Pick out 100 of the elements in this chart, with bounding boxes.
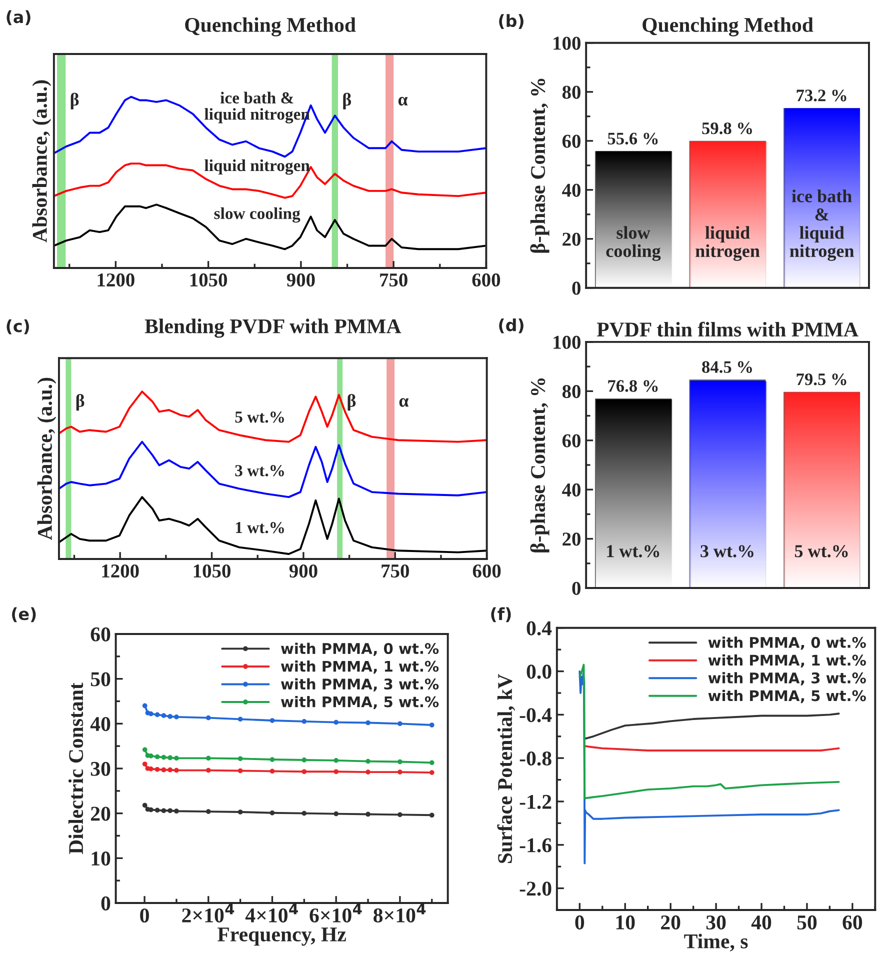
category-label: 1 wt.% xyxy=(607,545,660,558)
x-tick-label: 1050 xyxy=(194,564,230,578)
line-series xyxy=(584,712,840,740)
category-label: liquid nitrogen xyxy=(696,226,760,261)
point xyxy=(334,811,339,816)
point xyxy=(206,809,211,814)
y-tick-label: 0.0 xyxy=(526,664,552,679)
legend-label: with PMMA, 0 wt.% xyxy=(708,636,866,650)
x-tick-label: 50 xyxy=(797,915,817,930)
point xyxy=(429,760,434,766)
point xyxy=(206,715,211,720)
series-label: 1 wt.% xyxy=(236,522,284,534)
chart-title: PVDF thin films with PMMA xyxy=(596,322,858,337)
y-tick-label: 40 xyxy=(90,717,110,732)
text: (d) xyxy=(499,318,524,334)
text: (f) xyxy=(491,607,511,622)
data-label: 55.6 % xyxy=(608,132,658,145)
x-tick-label: 4×10$^{4}$ xyxy=(245,904,298,922)
point xyxy=(398,770,402,775)
y-tick-label: 50 xyxy=(90,672,110,686)
x-tick-label: 600 xyxy=(472,564,501,578)
point xyxy=(334,720,339,725)
point xyxy=(429,770,434,775)
x-tick-label: 900 xyxy=(289,564,318,578)
series-label: 5 wt.% xyxy=(235,411,284,423)
y-tick-label: -2.0 xyxy=(520,882,552,896)
text: (b) xyxy=(499,14,524,30)
band-label: β xyxy=(76,394,84,411)
point xyxy=(168,714,173,719)
x-tick-label: 0 xyxy=(140,908,149,923)
point xyxy=(142,747,148,752)
text: (c) xyxy=(6,319,29,334)
band-label: β xyxy=(70,92,79,110)
point xyxy=(161,808,166,814)
point xyxy=(366,770,370,775)
x-axis-title: Frequency, Hz xyxy=(218,928,346,946)
point xyxy=(238,768,243,774)
y-tick-label: 60 xyxy=(90,627,110,642)
point xyxy=(161,713,166,718)
point xyxy=(302,810,307,816)
x-axis-title: Time, s xyxy=(684,934,748,952)
x-tick-label: 60 xyxy=(842,915,862,930)
point xyxy=(206,756,211,761)
series-label: slow cooling xyxy=(214,207,300,223)
text: (e) xyxy=(12,607,36,622)
x-tick-label: 30 xyxy=(706,915,726,930)
x-tick-label: 750 xyxy=(380,273,408,287)
data-label: 76.8 % xyxy=(608,380,658,392)
point xyxy=(142,703,148,708)
point xyxy=(168,808,173,814)
y-tick-label: 80 xyxy=(562,384,580,398)
legend-label: with PMMA, 5 wt.% xyxy=(280,696,439,710)
x-tick-label: 750 xyxy=(382,564,409,578)
y-axis-title: Dielectric Constant xyxy=(68,682,84,854)
point xyxy=(206,768,211,773)
point xyxy=(154,754,160,760)
y-tick-label: 0.4 xyxy=(526,621,552,636)
category-label: 5 wt.% xyxy=(794,545,848,558)
y-tick-label: 20 xyxy=(90,806,110,821)
x-tick-label: 40 xyxy=(751,915,772,930)
y-tick-label: 40 xyxy=(562,184,580,197)
point xyxy=(398,721,402,726)
y-tick-label: 80 xyxy=(562,86,580,99)
legend-label: with PMMA, 5 wt.% xyxy=(708,690,866,704)
point xyxy=(334,758,339,763)
y-tick-label: -0.8 xyxy=(520,751,552,766)
point xyxy=(270,810,275,816)
point xyxy=(154,808,160,813)
point xyxy=(366,812,370,817)
y-tick-label: 40 xyxy=(562,483,580,497)
point xyxy=(270,768,275,774)
x-tick-label: 1200 xyxy=(102,564,139,578)
point xyxy=(238,716,243,722)
data-label: 73.2 % xyxy=(796,90,846,102)
point xyxy=(168,767,173,772)
y-tick-label: 20 xyxy=(562,532,580,546)
point xyxy=(174,768,179,773)
category-label: slow cooling xyxy=(606,226,661,261)
band-label: α xyxy=(398,96,408,106)
x-tick-label: 1050 xyxy=(190,273,228,287)
y-tick-label: 30 xyxy=(90,762,110,776)
y-axis-title: β-phase Content, % xyxy=(530,378,550,552)
legend-label: with PMMA, 1 wt.% xyxy=(708,654,866,668)
point xyxy=(174,808,179,814)
data-label: 59.8 % xyxy=(702,122,752,134)
y-tick-label: 0 xyxy=(572,582,580,595)
point xyxy=(429,722,434,728)
point xyxy=(154,766,160,772)
y-tick-label: 100 xyxy=(554,36,580,50)
y-tick-label: -0.4 xyxy=(520,708,552,722)
point xyxy=(154,712,160,718)
y-axis-title: β-phase Content, % xyxy=(530,78,550,253)
band-label: α xyxy=(399,398,409,407)
data-label: 84.5 % xyxy=(702,361,752,373)
band-label: β xyxy=(348,394,356,411)
y-axis-title: Surface Potential, kV xyxy=(497,674,516,864)
point xyxy=(366,758,370,764)
x-tick-label: 20 xyxy=(661,915,680,930)
point xyxy=(429,812,434,818)
series-label: 3 wt.% xyxy=(235,465,284,476)
